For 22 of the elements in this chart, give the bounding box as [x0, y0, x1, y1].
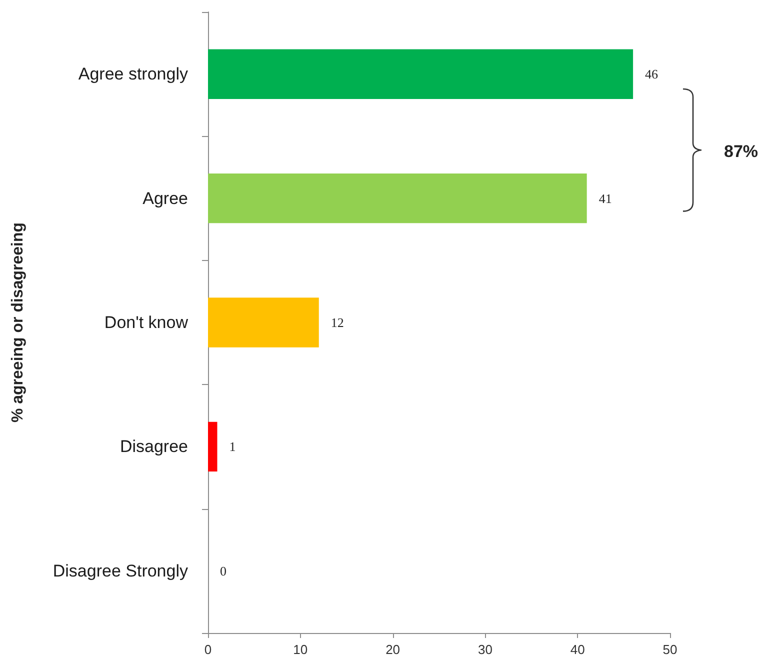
- x-tick-label: 20: [386, 642, 400, 657]
- x-tick-label: 0: [204, 642, 212, 657]
- text: 87%: [724, 142, 758, 161]
- data-label: 46: [645, 66, 659, 82]
- bar: [208, 298, 319, 348]
- y-tick-label: Disagree Strongly: [52, 561, 188, 580]
- bar: [208, 49, 634, 99]
- bar: [208, 173, 587, 224]
- data-label: 1: [229, 439, 236, 454]
- y-axis-title: % agreeing or disagreeing: [10, 222, 26, 423]
- data-label: 0: [220, 563, 226, 578]
- y-tick-label: Agree: [142, 188, 188, 208]
- bar: [208, 422, 218, 472]
- data-label: 41: [598, 190, 612, 206]
- x-tick-label: 30: [478, 642, 492, 657]
- y-tick-label: Agree strongly: [78, 64, 188, 84]
- x-tick-label: 40: [570, 642, 585, 657]
- y-tick-label: Don't know: [104, 313, 189, 332]
- x-tick-label: 10: [293, 642, 308, 657]
- x-tick-label: 50: [662, 642, 678, 657]
- y-tick-label: Disagree: [120, 437, 188, 456]
- data-label: 12: [330, 315, 344, 330]
